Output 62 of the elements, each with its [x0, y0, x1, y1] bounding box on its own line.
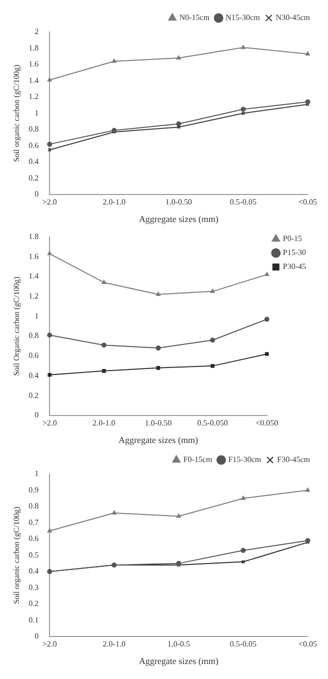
- y-tick-label: 0: [34, 190, 39, 199]
- y-tick-label: 0.7: [28, 518, 39, 527]
- legend-label: F30-45cm: [277, 455, 311, 464]
- y-tick-label: 0.3: [28, 582, 39, 592]
- x-axis-title: Aggregate sizes (mm): [138, 214, 218, 224]
- y-tick-label: 0.6: [28, 140, 39, 150]
- y-tick-label: 1: [34, 311, 39, 320]
- legend-label: F0-15cm: [183, 455, 214, 464]
- x-tick-label: 1.0-0.50: [165, 197, 192, 206]
- x-tick-label: 2.0-1.0: [92, 418, 116, 428]
- y-tick-label: 0.2: [28, 390, 39, 400]
- y-axis-title: Soil Organic carbon (gC/100g): [12, 276, 21, 376]
- x-tick-label: >2.0: [42, 639, 57, 648]
- y-tick-label: 0.2: [28, 599, 39, 608]
- x-axis-title: Aggregate sizes (mm): [118, 434, 198, 445]
- x-tick-label: 2.0-1.0: [102, 197, 126, 206]
- y-tick-label: 0.2: [28, 173, 39, 182]
- y-axis-title: Soil organic carbon (gC/100g): [12, 506, 21, 604]
- x-axis-title: Aggregate sizes (mm): [138, 656, 218, 666]
- x-tick-label: 0.5-0.05: [230, 639, 257, 648]
- y-tick-label: 1.8: [28, 43, 39, 52]
- legend-label: F15-30cm: [228, 455, 262, 464]
- x-tick-label: 1.0-0.5: [167, 639, 190, 648]
- y-tick-label: 0.4: [28, 157, 39, 166]
- x-tick-label: <0.050: [256, 418, 278, 428]
- y-tick-label: 0: [34, 632, 39, 641]
- legend-label: N0-15cm: [179, 13, 210, 22]
- x-tick-label: 0.5-0.050: [197, 418, 228, 428]
- x-tick-label: 2.0-1.0: [102, 639, 126, 648]
- y-tick-label: 0.1: [28, 615, 39, 624]
- legend-label: N15-30cm: [226, 13, 261, 22]
- y-tick-label: 1.8: [28, 232, 39, 241]
- y-tick-label: 0.8: [28, 331, 39, 340]
- y-tick-label: 1.2: [28, 291, 39, 300]
- x-tick-label: <0.05: [298, 639, 317, 648]
- legend-label: P30-45: [282, 262, 306, 272]
- y-tick-label: 1.4: [28, 76, 39, 85]
- x-tick-label: 1.0-0.50: [144, 418, 172, 428]
- y-tick-label: 0.6: [28, 351, 39, 360]
- y-tick-label: 1: [34, 108, 39, 118]
- y-tick-label: 1: [34, 469, 39, 478]
- x-tick-label: <0.05: [298, 197, 317, 206]
- legend-label: P0-15: [282, 234, 302, 244]
- y-tick-label: 0.8: [28, 502, 39, 511]
- legend-label: P15-30: [282, 248, 306, 258]
- y-tick-label: 0.5: [28, 550, 39, 560]
- x-tick-label: 0.5-0.05: [230, 197, 257, 206]
- y-tick-label: 0: [34, 410, 39, 420]
- y-tick-label: 0.6: [28, 534, 39, 544]
- x-tick-label: >2.0: [42, 418, 57, 428]
- y-tick-label: 2: [34, 27, 39, 36]
- y-tick-label: 1.4: [28, 272, 39, 281]
- y-tick-label: 1.2: [28, 92, 39, 102]
- y-tick-label: 0.4: [28, 566, 39, 576]
- y-tick-label: 0.4: [28, 370, 39, 380]
- y-tick-label: 1.6: [28, 252, 39, 261]
- y-axis-title: Soil organic carbon (gC/100g): [12, 64, 21, 162]
- y-tick-label: 1.6: [28, 60, 39, 69]
- y-tick-label: 0.8: [28, 124, 39, 134]
- x-tick-label: >2.0: [42, 197, 57, 206]
- y-tick-label: 0.9: [28, 485, 39, 494]
- legend-label: N30-45cm: [276, 13, 311, 22]
